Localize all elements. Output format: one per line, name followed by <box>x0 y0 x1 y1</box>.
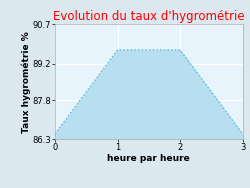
Y-axis label: Taux hygrométrie %: Taux hygrométrie % <box>21 31 31 133</box>
X-axis label: heure par heure: heure par heure <box>108 154 190 163</box>
Title: Evolution du taux d'hygrométrie: Evolution du taux d'hygrométrie <box>53 10 244 23</box>
